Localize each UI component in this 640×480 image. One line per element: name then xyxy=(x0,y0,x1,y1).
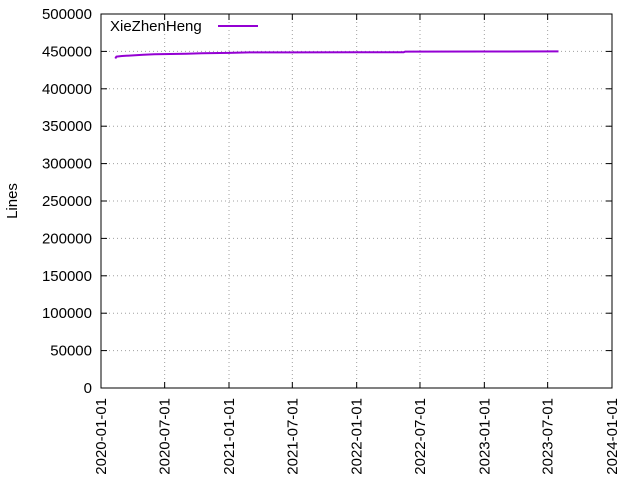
y-axis-label: Lines xyxy=(4,183,21,219)
x-tick-label: 2020-01-01 xyxy=(93,398,110,475)
y-axis: 0 50000 100000 150000 200000 250000 300000 3500… xyxy=(42,6,612,397)
y-tick-label: 200000 xyxy=(42,230,92,247)
y-tick-label: 50000 xyxy=(50,343,92,360)
y-tick-label: 250000 xyxy=(42,193,92,210)
y-tick-label: 400000 xyxy=(42,81,92,98)
legend-label: XieZhenHeng xyxy=(110,18,202,35)
y-tick-label: 0 xyxy=(84,380,92,397)
y-tick-label: 500000 xyxy=(42,6,92,23)
x-tick-label: 2020-07-01 xyxy=(157,398,174,475)
x-tick-label: 2024-01-01 xyxy=(604,398,621,475)
series-line xyxy=(114,50,559,60)
x-tick-label: 2021-01-01 xyxy=(221,398,238,475)
y-tick-label: 450000 xyxy=(42,43,92,60)
legend: XieZhenHeng xyxy=(110,18,258,35)
x-tick-label: 2023-07-01 xyxy=(540,398,557,475)
x-tick-label: 2022-01-01 xyxy=(349,398,366,475)
x-tick-label: 2023-01-01 xyxy=(476,398,493,475)
y-tick-label: 150000 xyxy=(42,268,92,285)
x-tick-label: 2022-07-01 xyxy=(412,398,429,475)
x-axis: 2020-01-01 2020-07-01 2021-01-01 2021-07-01… xyxy=(93,14,621,475)
x-tick-label: 2021-07-01 xyxy=(284,398,301,475)
y-tick-label: 100000 xyxy=(42,305,92,322)
y-tick-label: 350000 xyxy=(42,118,92,135)
y-tick-label: 300000 xyxy=(42,156,92,173)
series-layer xyxy=(114,50,559,60)
grid xyxy=(101,14,612,388)
